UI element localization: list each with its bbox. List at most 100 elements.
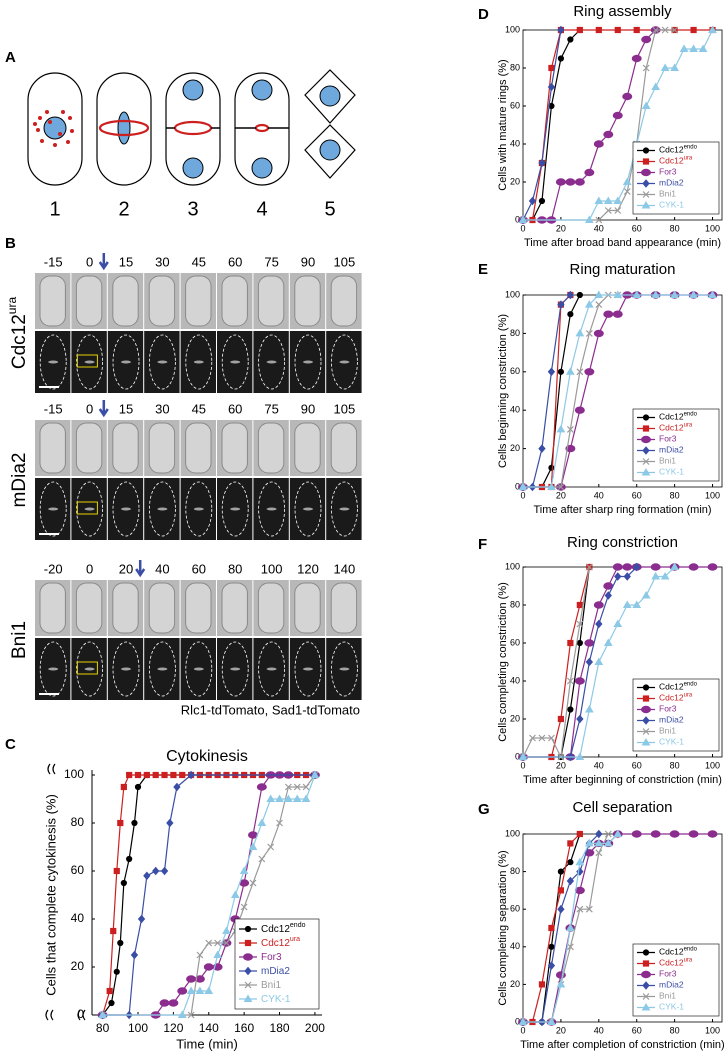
marker: [557, 55, 565, 62]
legend-name: mDia2: [659, 715, 684, 725]
x-tick-label: 100: [705, 1025, 720, 1035]
legend-sup: endo: [684, 946, 698, 952]
x-axis-label: Time after sharp ring formation (min): [533, 504, 711, 516]
marker: [134, 771, 142, 779]
marker: [120, 783, 127, 791]
chart-title: Cytokinesis: [166, 748, 248, 765]
x-tick-label: 80: [96, 1021, 110, 1035]
marker: [126, 771, 133, 779]
marker: [641, 101, 651, 109]
legend-name: Cdc12: [261, 938, 290, 949]
x-tick-label: 60: [632, 760, 642, 770]
marker: [547, 1017, 556, 1025]
marker: [661, 26, 669, 34]
marker: [106, 987, 113, 995]
dic-cell: [185, 275, 212, 327]
dic-cell: [148, 275, 176, 327]
x-tick-label: 0: [520, 1025, 525, 1035]
x-tick-label: 20: [556, 490, 566, 500]
marker: [186, 986, 196, 994]
marker: [632, 600, 642, 608]
roi-box: [76, 501, 98, 515]
dic-cell: [75, 582, 103, 634]
row-name: Bni1: [9, 621, 30, 659]
legend-name: Bni1: [659, 456, 676, 466]
dic-cell: [330, 422, 358, 474]
marker: [548, 64, 555, 72]
marker: [622, 177, 632, 185]
x-tick-label: 140: [199, 1021, 219, 1035]
time-label: 75: [264, 401, 278, 416]
legend-name: Bni1: [659, 991, 676, 1001]
x-tick-label: 80: [670, 223, 680, 233]
marker: [108, 999, 115, 1007]
marker: [177, 987, 188, 995]
cell-outline: [330, 641, 358, 697]
legend-name: Bni1: [659, 726, 676, 736]
signal: [339, 507, 350, 511]
legend-name: For3: [261, 952, 282, 963]
marker: [223, 939, 230, 947]
marker: [186, 975, 197, 983]
cell-outline: [330, 334, 358, 390]
time-label: 15: [119, 401, 133, 416]
marker: [258, 855, 266, 863]
legend-sup: ura: [684, 422, 693, 428]
marker: [603, 838, 613, 847]
marker: [557, 887, 565, 894]
legend-name: mDia2: [261, 966, 290, 977]
marker: [576, 867, 584, 876]
cell-outline: [294, 334, 322, 390]
marker: [585, 657, 593, 667]
y-tick-label: 0: [515, 214, 520, 224]
panel-letter: G: [478, 801, 490, 818]
marker: [642, 695, 650, 702]
marker: [641, 168, 651, 177]
dic-cell: [148, 422, 176, 474]
y-tick-label: 40: [510, 405, 520, 415]
marker: [642, 446, 650, 455]
y-tick-label: 100: [505, 828, 520, 838]
signal: [48, 507, 59, 511]
legend-name: Cdc12: [659, 412, 684, 422]
signal: [121, 360, 131, 364]
roi-box: [76, 661, 98, 675]
marker: [548, 943, 555, 950]
legend-name: For3: [659, 704, 677, 714]
marker: [595, 26, 602, 34]
cell-outline: [258, 481, 286, 537]
dic-cell: [112, 422, 139, 474]
cell-outline: [221, 334, 249, 390]
panel-letter: D: [478, 6, 489, 23]
marker: [528, 196, 537, 206]
legend-label: mDia2: [659, 715, 684, 725]
marker: [538, 444, 546, 453]
legend-name: For3: [659, 434, 677, 444]
marker: [642, 414, 650, 421]
marker: [548, 734, 555, 742]
legend-label: CYK-1: [659, 200, 684, 210]
marker: [631, 830, 642, 838]
signal: [48, 667, 59, 671]
marker: [240, 903, 248, 911]
marker: [584, 215, 594, 223]
x-tick-label: 100: [705, 760, 720, 770]
marker: [566, 367, 575, 375]
signal: [230, 360, 241, 364]
marker: [689, 290, 698, 298]
row-label: Cdc12ura: [5, 297, 30, 370]
marker: [642, 716, 650, 725]
y-tick-label: 0: [77, 1007, 84, 1021]
marker: [641, 35, 652, 44]
cell-outline: [294, 481, 322, 537]
cell-outline: [148, 481, 176, 537]
marker: [576, 905, 584, 913]
marker: [166, 818, 174, 828]
marker: [266, 794, 276, 802]
cell-outline: [185, 334, 213, 390]
legend-box: [632, 678, 720, 752]
marker: [518, 482, 528, 490]
legend-label: Bni1: [659, 189, 676, 199]
legend-label: For3: [659, 167, 677, 177]
